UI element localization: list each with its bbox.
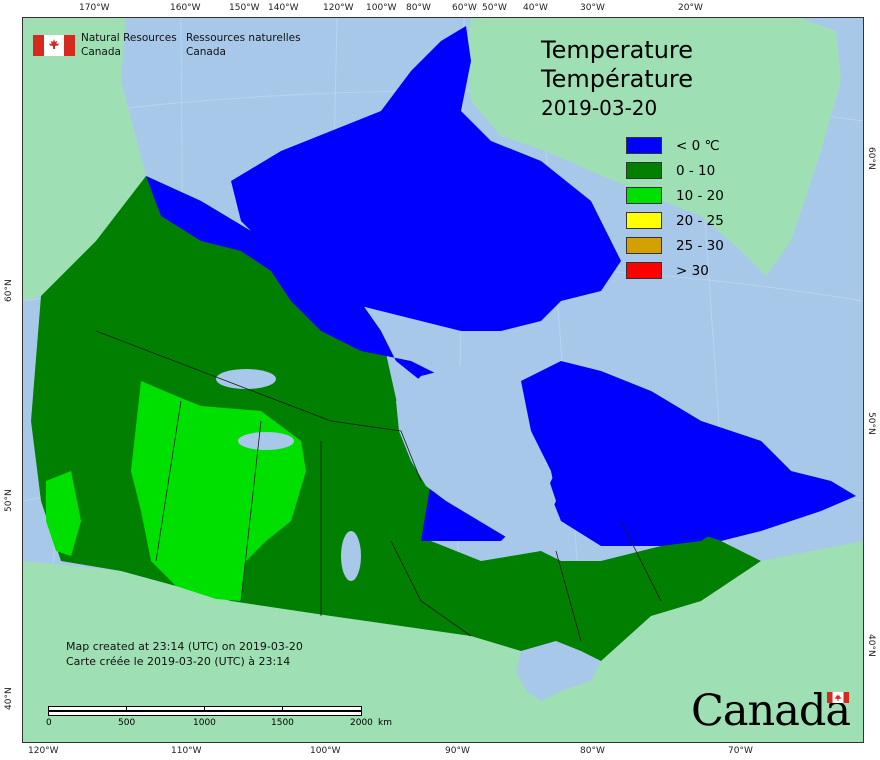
agency-fr-line1: Ressources naturelles — [186, 32, 301, 44]
scale-bar: 0 500 1000 1500 2000 km — [46, 706, 392, 728]
scale-label: 1500 — [271, 718, 294, 728]
credit-fr: Carte créée le 2019-03-20 (UTC) à 23:14 — [66, 655, 291, 668]
canada-flag-icon — [33, 35, 75, 56]
hudson-bay — [396, 366, 556, 546]
agency-name-fr: Ressources naturelles Canada — [186, 31, 301, 59]
legend-label: 0 - 10 — [676, 163, 716, 179]
left-tick: 60°N — [4, 279, 14, 302]
bottom-tick: 70°W — [728, 746, 753, 756]
legend-swatch — [626, 187, 662, 204]
top-tick: 80°W — [406, 3, 431, 13]
province-borders — [95, 330, 662, 642]
legend-label: < 0 ℃ — [676, 138, 720, 154]
legend-label: 10 - 20 — [676, 188, 724, 204]
map-title: Temperature Température 2019-03-20 — [541, 36, 693, 123]
bottom-tick: 100°W — [310, 746, 341, 756]
agency-en-line1: Natural Resources — [81, 32, 177, 44]
top-tick: 40°W — [523, 3, 548, 13]
legend-label: 20 - 25 — [676, 213, 724, 229]
great-slave-lake — [238, 432, 294, 450]
arctic-islands-blue — [231, 26, 621, 331]
canada-wordmark: Canada — [691, 686, 851, 736]
left-tick: 40°N — [4, 687, 14, 710]
legend-label: 25 - 30 — [676, 238, 724, 254]
right-tick: 50°N — [866, 412, 876, 435]
bc-coast-light-green — [46, 471, 81, 556]
agency-en-line2: Canada — [81, 46, 121, 58]
scale-segment-lower — [48, 711, 362, 716]
legend-swatch — [626, 262, 662, 279]
top-tick: 170°W — [79, 3, 110, 13]
scale-label: 1000 — [193, 718, 216, 728]
legend-swatch — [626, 212, 662, 229]
credit-en: Map created at 23:14 (UTC) on 2019-03-20 — [66, 640, 303, 653]
great-bear-lake — [216, 369, 276, 389]
agency-fr-line2: Canada — [186, 46, 226, 58]
legend-swatch — [626, 237, 662, 254]
title-date: 2019-03-20 — [541, 96, 658, 120]
great-lakes — [516, 641, 601, 701]
scale-label: 500 — [118, 718, 136, 728]
agency-name-en: Natural Resources Canada — [81, 31, 177, 59]
top-tick: 140°W — [268, 3, 299, 13]
temperature-map[interactable]: Natural Resources Canada Ressources natu… — [22, 17, 864, 743]
scale-unit: km — [378, 718, 392, 728]
top-tick: 100°W — [366, 3, 397, 13]
scale-label: 2000 — [350, 718, 373, 728]
left-tick: 50°N — [4, 489, 14, 512]
bottom-tick: 120°W — [28, 746, 59, 756]
top-tick: 30°W — [580, 3, 605, 13]
legend-swatch — [626, 137, 662, 154]
top-tick: 120°W — [323, 3, 354, 13]
legend-label: > 30 — [676, 263, 709, 279]
map-credit: Map created at 23:14 (UTC) on 2019-03-20… — [66, 639, 303, 669]
lake-winnipeg — [341, 531, 361, 581]
right-tick: 60°N — [866, 147, 876, 170]
map-canvas — [23, 18, 863, 742]
top-tick: 160°W — [170, 3, 201, 13]
alaska-land — [23, 18, 146, 301]
top-tick: 150°W — [229, 3, 260, 13]
legend-swatch — [626, 162, 662, 179]
scale-segment — [282, 706, 362, 711]
bottom-tick: 110°W — [171, 746, 202, 756]
title-fr: Température — [541, 65, 694, 93]
usa-land — [23, 541, 863, 742]
top-tick: 50°W — [482, 3, 507, 13]
title-en: Temperature — [541, 36, 694, 64]
top-tick: 60°W — [452, 3, 477, 13]
bottom-tick: 80°W — [580, 746, 605, 756]
quebec-blue — [521, 361, 856, 546]
top-tick: 20°W — [678, 3, 703, 13]
scale-label: 0 — [46, 718, 52, 728]
bottom-tick: 90°W — [445, 746, 470, 756]
wordmark-flag-icon — [827, 692, 849, 703]
right-tick: 40°N — [866, 634, 876, 657]
